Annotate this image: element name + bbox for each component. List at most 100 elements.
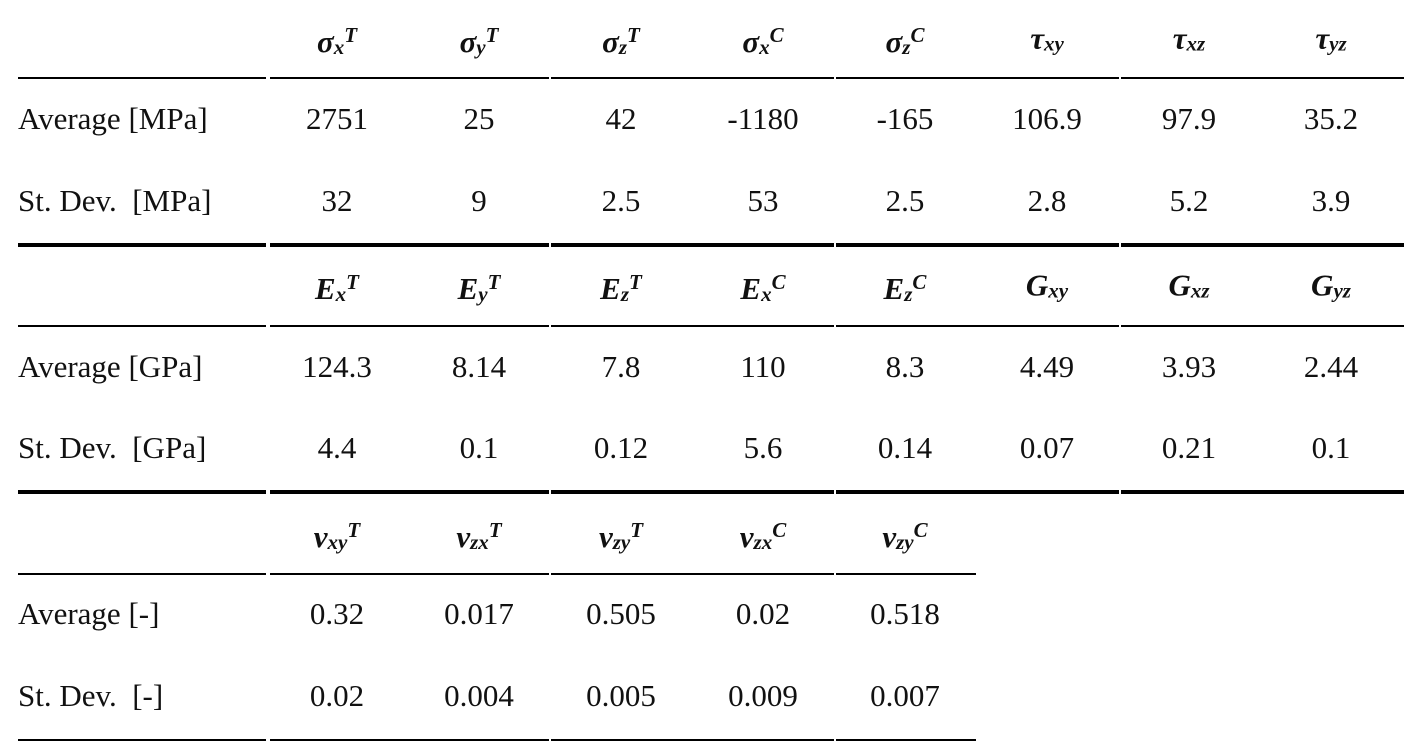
cell-value: 0.07 — [1019, 430, 1075, 465]
column-header: νzyC — [882, 510, 927, 562]
symbol: τ — [1030, 20, 1044, 56]
rule-line — [836, 739, 976, 741]
column-header: νxyT — [314, 510, 360, 562]
rule-line — [836, 325, 1119, 327]
row-label: Average [-] — [18, 596, 160, 631]
cell-value: -165 — [876, 101, 934, 136]
symbol: σ — [885, 24, 903, 59]
cell-value: 124.3 — [302, 349, 372, 384]
subscript: yz — [1333, 278, 1351, 303]
column-header: EzC — [884, 262, 927, 314]
rule-line — [836, 77, 1119, 79]
column-header: EyT — [458, 262, 501, 314]
symbol: σ — [316, 24, 334, 59]
cell-value: 0.017 — [444, 596, 514, 631]
symbol: E — [600, 271, 621, 306]
cell-value: 0.1 — [459, 430, 499, 465]
subscript: zx — [753, 530, 773, 554]
rule-line — [1121, 490, 1404, 494]
rule-line — [1121, 325, 1404, 327]
column-header: νzyT — [599, 510, 643, 562]
symbol: ν — [456, 519, 471, 554]
subscript: x — [759, 35, 770, 59]
column-header: Gyz — [1311, 266, 1351, 311]
row-label: St. Dev. [MPa] — [18, 183, 212, 218]
row-label: Average [GPa] — [18, 349, 203, 384]
column-header: σxT — [317, 15, 357, 67]
symbol: ν — [313, 519, 328, 554]
column-header: ExT — [315, 262, 359, 314]
cell-value: 8.3 — [885, 349, 925, 384]
subscript: z — [904, 282, 913, 306]
symbol: E — [740, 271, 762, 306]
column-header: σxC — [742, 15, 783, 67]
superscript: T — [346, 270, 360, 294]
cell-value: 0.02 — [735, 596, 791, 631]
cell-value: 97.9 — [1161, 101, 1217, 136]
superscript: C — [772, 518, 787, 542]
superscript: T — [488, 518, 502, 542]
rule-line — [551, 739, 834, 741]
rule-line — [551, 490, 834, 494]
symbol: σ — [602, 24, 619, 59]
superscript: C — [913, 518, 928, 542]
rule-line — [18, 739, 266, 741]
superscript: T — [485, 23, 499, 47]
symbol: τ — [1172, 20, 1187, 56]
subscript: xy — [1048, 278, 1069, 303]
subscript: xy — [327, 530, 348, 554]
column-header: σzT — [602, 15, 640, 67]
rule-line — [836, 573, 976, 575]
rule-line — [270, 490, 549, 494]
subscript: x — [761, 282, 772, 306]
cell-value: 0.007 — [870, 678, 940, 713]
rule-line — [18, 77, 266, 79]
rule-line — [270, 325, 549, 327]
symbol: τ — [1315, 20, 1330, 56]
rule-line — [836, 243, 1119, 247]
row-label: Average [MPa] — [18, 101, 208, 136]
cell-value: 2.8 — [1027, 183, 1067, 218]
rule-line — [270, 739, 549, 741]
subscript: x — [335, 282, 347, 306]
symbol: E — [883, 271, 905, 306]
row-label: St. Dev. [GPa] — [18, 430, 207, 465]
cell-value: 2.44 — [1303, 349, 1359, 384]
cell-value: 0.02 — [309, 678, 365, 713]
cell-value: 0.004 — [444, 678, 514, 713]
rule-line — [551, 573, 834, 575]
cell-value: 7.8 — [601, 349, 641, 384]
cell-value: 0.518 — [870, 596, 940, 631]
superscript: T — [630, 518, 644, 542]
rule-line — [18, 490, 266, 494]
cell-value: 32 — [321, 183, 353, 218]
symbol: G — [1311, 267, 1334, 303]
symbol: G — [1168, 267, 1191, 303]
subscript: x — [333, 35, 345, 59]
subscript: yz — [1329, 31, 1347, 56]
rule-line — [836, 490, 1119, 494]
column-header: Gxy — [1026, 266, 1068, 311]
cell-value: 0.21 — [1161, 430, 1217, 465]
column-header: νzxC — [740, 510, 786, 562]
column-header: ExC — [740, 262, 785, 314]
superscript: C — [910, 23, 925, 47]
subscript: zx — [470, 530, 489, 554]
column-header: σzC — [886, 15, 925, 67]
cell-value: 106.9 — [1012, 101, 1082, 136]
subscript: zy — [896, 530, 914, 554]
cell-value: 2.5 — [885, 183, 925, 218]
cell-value: 0.1 — [1311, 430, 1351, 465]
rule-line — [551, 325, 834, 327]
column-header: Gxz — [1168, 266, 1209, 311]
cell-value: 0.32 — [309, 596, 365, 631]
column-header: τyz — [1315, 19, 1346, 64]
superscript: T — [487, 270, 501, 294]
cell-value: 0.009 — [728, 678, 798, 713]
superscript: T — [629, 270, 642, 294]
cell-value: 0.005 — [586, 678, 656, 713]
cell-value: 0.14 — [877, 430, 933, 465]
subscript: y — [478, 282, 488, 306]
column-header: τxy — [1030, 19, 1064, 64]
